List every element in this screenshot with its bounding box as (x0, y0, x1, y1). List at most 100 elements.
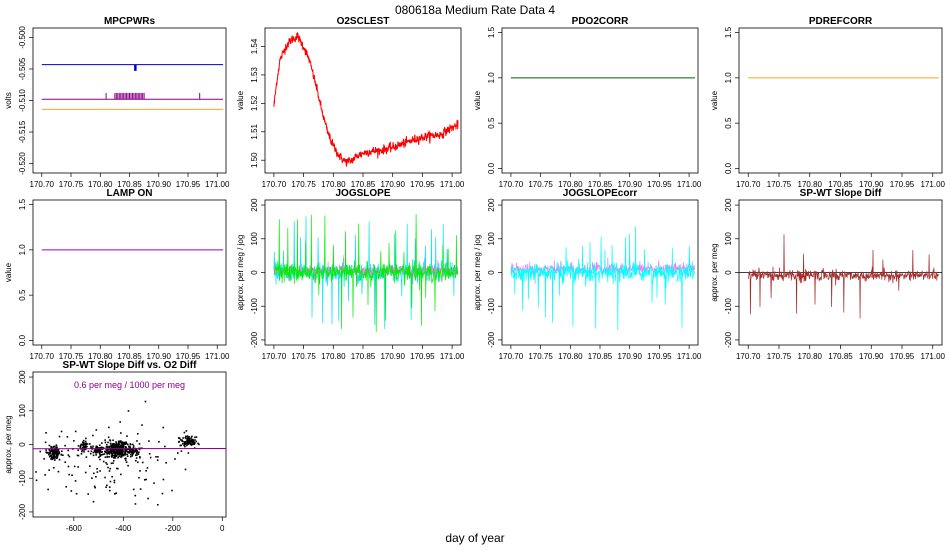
scatter-point (191, 443, 193, 445)
scatter-point (134, 450, 137, 452)
scatter-point (161, 492, 164, 495)
scatter-point (129, 450, 131, 452)
x-tick-label: 170.80 (321, 180, 346, 189)
scatter-point (55, 451, 58, 454)
scatter-point (74, 480, 77, 482)
scatter-point (185, 430, 188, 432)
y-axis-label: value (473, 90, 482, 110)
scatter-point (98, 456, 100, 459)
scatter-point (84, 448, 87, 451)
scatter-point (95, 454, 97, 456)
scatter-point (148, 453, 151, 455)
panel-title: JOGSLOPEcorr (563, 188, 638, 199)
scatter-point (194, 436, 196, 439)
scatter-point (106, 484, 108, 487)
scatter-point (55, 449, 58, 451)
scatter-point (131, 454, 134, 457)
x-tick-label: 170.80 (88, 352, 113, 361)
scatter-point (99, 458, 101, 461)
scatter-point (120, 449, 123, 452)
x-tick-label: -600 (66, 524, 83, 533)
scatter-point (133, 449, 136, 452)
scatter-point (84, 447, 86, 449)
scatter-point (22, 456, 24, 458)
scatter-point (115, 443, 118, 445)
scatter-point (96, 471, 99, 473)
scatter-point (35, 471, 37, 473)
scatter-point (125, 450, 128, 453)
scatter-point (118, 455, 121, 457)
scatter-point (105, 486, 107, 489)
scatter-point (95, 447, 97, 449)
scatter-point (125, 461, 128, 464)
scatter-point (122, 454, 125, 457)
scatter-point (113, 493, 116, 495)
scatter-point (119, 450, 121, 453)
y-axis-label: approx. per meg / jog (236, 235, 245, 311)
fit-annotation: 0.6 per meg / 1000 per meg (74, 380, 185, 390)
scatter-point (141, 424, 143, 426)
scatter-point (108, 446, 111, 449)
y-tick-label: 200 (250, 198, 259, 212)
x-tick-label: 170.75 (291, 180, 316, 189)
scatter-point (73, 440, 75, 442)
scatter-point (120, 456, 122, 458)
scatter-point (108, 453, 111, 455)
plot-area (510, 226, 696, 331)
scatter-point (52, 450, 54, 453)
scatter-point (60, 453, 63, 456)
scatter-point (155, 455, 157, 458)
scatter-point (99, 448, 102, 451)
scatter-point (126, 455, 129, 457)
x-tick-label: 171.00 (205, 352, 230, 361)
x-tick-label: 170.75 (528, 180, 553, 189)
scatter-point (113, 481, 116, 484)
scatter-point (119, 452, 122, 454)
scatter-point (188, 439, 190, 441)
scatter-point (51, 458, 53, 461)
panel-2: PDO2CORR 170.70 170.75 170.80 170.85 170.90 17… (473, 16, 702, 189)
scatter-point (65, 485, 68, 488)
x-tick-label: 171.00 (677, 352, 702, 361)
scatter-point (53, 455, 55, 457)
scatter-point (182, 437, 184, 439)
scatter-point (82, 444, 85, 447)
scatter-point (104, 450, 106, 453)
scatter-point (183, 441, 185, 443)
scatter-point (129, 448, 131, 451)
scatter-point (125, 442, 128, 445)
scatter-point (126, 435, 128, 437)
scatter-point (187, 452, 190, 454)
scatter-point (56, 457, 59, 459)
x-tick-label: 170.70 (736, 352, 761, 361)
x-tick-label: 170.95 (647, 352, 672, 361)
scatter-point (130, 451, 132, 453)
scatter-point (101, 451, 103, 453)
scatter-point (135, 451, 138, 454)
scatter-point (94, 451, 97, 454)
scatter-point (116, 467, 118, 470)
scatter-point (178, 441, 180, 443)
scatter-point (183, 444, 185, 447)
scatter-point (193, 441, 195, 443)
scatter-point (115, 450, 118, 453)
scatter-point (132, 451, 134, 453)
scatter-point (81, 446, 84, 449)
scatter-point (124, 453, 127, 456)
plot-area (15, 400, 226, 506)
y-tick-label: 1.0 (487, 72, 496, 84)
scatter-point (113, 446, 116, 448)
scatter-point (15, 452, 17, 454)
scatter-point (114, 452, 117, 454)
scatter-point (118, 440, 120, 443)
scatter-point (108, 486, 111, 488)
scatter-point (109, 442, 112, 445)
scatter-point (96, 446, 99, 448)
y-tick-label: -200 (18, 503, 27, 520)
scatter-point (109, 445, 111, 448)
scatter-point (127, 464, 129, 467)
scatter-point (138, 451, 140, 454)
y-axis-label: approx. per meg / jog (473, 235, 482, 311)
scatter-point (179, 439, 182, 441)
